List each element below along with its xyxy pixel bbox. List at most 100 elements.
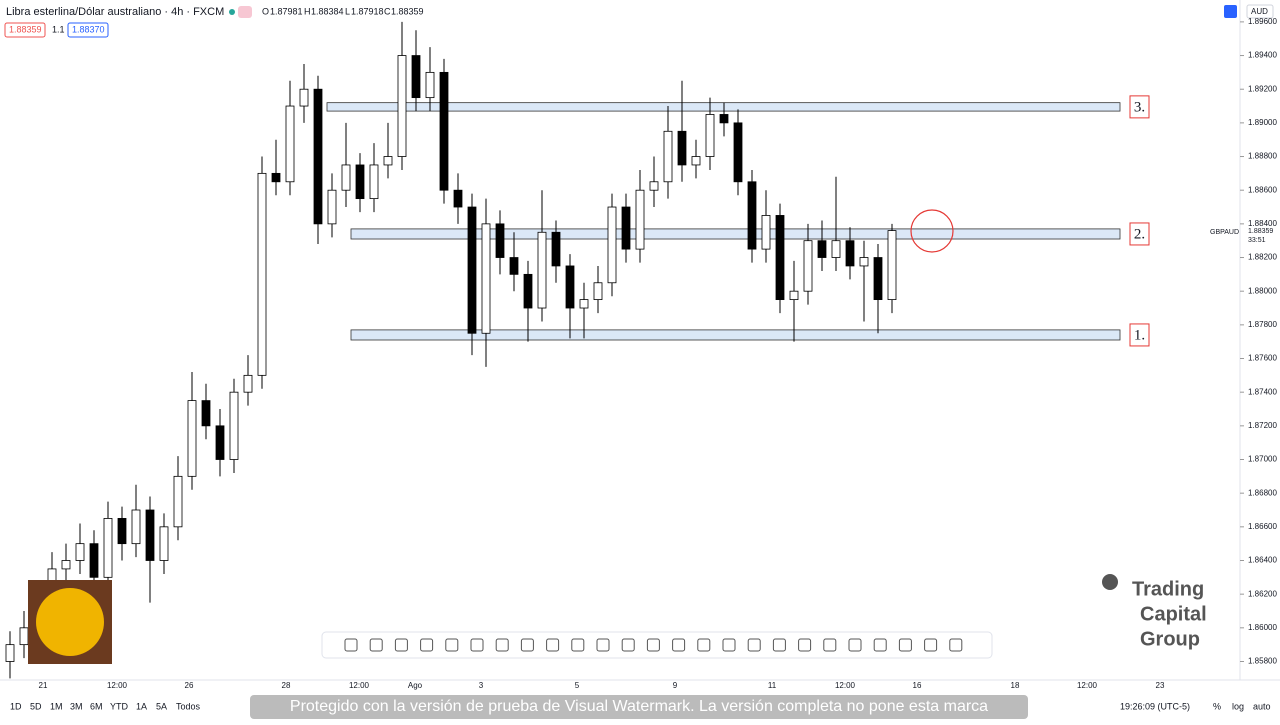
tool-icon[interactable]	[924, 638, 938, 652]
candle-body	[89, 543, 99, 578]
tool-icon[interactable]	[420, 638, 434, 652]
candle-body	[789, 290, 799, 301]
tool-icon[interactable]	[621, 638, 635, 652]
currency-box[interactable]	[1246, 4, 1274, 19]
tool-icon[interactable]	[470, 638, 484, 652]
candle-body	[243, 374, 253, 393]
low-label: L	[345, 6, 350, 16]
tool-icon[interactable]	[798, 638, 812, 652]
tool-icon[interactable]	[722, 638, 736, 652]
tool-icon[interactable]	[344, 638, 358, 652]
candle-body	[159, 526, 169, 561]
candle-body	[733, 122, 743, 183]
tool-icon[interactable]	[646, 638, 660, 652]
header: Libra esterlina/Dólar australiano · 4h ·…	[4, 6, 424, 38]
candle-body	[537, 231, 547, 309]
range-button[interactable]: 3M	[70, 701, 83, 711]
tool-icon[interactable]	[571, 638, 585, 652]
time-axis: 21 12:00 26 28 12:00 Ago 3 5 9 11 12:00 16 18 12:00 23	[39, 681, 1165, 690]
tool-icon[interactable]	[369, 638, 383, 652]
candle-body	[187, 400, 197, 477]
candle-body	[859, 257, 869, 267]
x-tick-label: 12:00	[107, 681, 128, 690]
tool-icon[interactable]	[495, 638, 509, 652]
tool-icon[interactable]	[697, 638, 711, 652]
range-button[interactable]: 1M	[50, 701, 63, 711]
x-tick-label: 12:00	[835, 681, 856, 690]
candle-body	[803, 240, 813, 292]
zone	[350, 329, 1121, 341]
tool-icon[interactable]	[520, 638, 534, 652]
candle-body	[145, 509, 155, 561]
footer: 1D 5D 1M 3M 6M YTD 1A 5A Todos 19:26:09 (UTC-5)% l…	[10, 701, 1271, 711]
toolbar	[321, 631, 993, 659]
candle-body	[649, 181, 659, 191]
range-button[interactable]: Todos	[176, 701, 201, 711]
add-button[interactable]	[1224, 5, 1237, 18]
zone	[350, 228, 1121, 240]
ticker: GBPAUD	[1210, 229, 1239, 236]
bid-box[interactable]	[4, 22, 46, 38]
clock: 19:26:09 (UTC-5)	[1120, 701, 1190, 711]
ask-box[interactable]	[67, 22, 109, 38]
ask: 1.88370	[72, 24, 105, 34]
candle-body	[621, 206, 631, 250]
candle-body	[495, 223, 505, 258]
candle-body	[369, 164, 379, 200]
candle-body	[327, 189, 337, 225]
highlight-circle	[910, 209, 954, 253]
tool-icon[interactable]	[394, 638, 408, 652]
candle-body	[481, 223, 491, 334]
tool-icon[interactable]	[596, 638, 610, 652]
tool-icon[interactable]	[546, 638, 560, 652]
auto-toggle[interactable]: auto	[1253, 701, 1271, 711]
symbol: Libra esterlina/Dólar australiano · 4h ·…	[6, 6, 224, 18]
candle-body	[117, 518, 127, 545]
candle-body	[299, 88, 309, 107]
candle-body	[75, 543, 85, 561]
y-tick-label: 1.88200	[1248, 253, 1277, 262]
tool-icon[interactable]	[873, 638, 887, 652]
candle-body	[383, 156, 393, 166]
range-button[interactable]: 6M	[90, 701, 103, 711]
candle-body	[579, 299, 589, 309]
x-tick-label: 16	[913, 681, 922, 690]
x-tick-label: 21	[39, 681, 48, 690]
y-tick-label: 1.88800	[1248, 152, 1277, 161]
candle-body	[229, 391, 239, 460]
range-button[interactable]: 5A	[156, 701, 167, 711]
log-toggle[interactable]: log	[1232, 701, 1244, 711]
range-button[interactable]: 1D	[10, 701, 22, 711]
x-tick-label: 3	[479, 681, 484, 690]
percent-toggle[interactable]: %	[1213, 701, 1221, 711]
plot: 3. 2. 1.	[5, 21, 1150, 679]
tool-icon[interactable]	[848, 638, 862, 652]
candle-body	[719, 114, 729, 124]
candle-body	[257, 172, 267, 376]
tool-icon[interactable]	[898, 638, 912, 652]
candle-body	[201, 400, 211, 427]
candle-body	[845, 240, 855, 267]
candle-body	[887, 230, 897, 301]
candle-body	[509, 257, 519, 275]
tool-icon[interactable]	[823, 638, 837, 652]
candle-body	[411, 55, 421, 99]
x-tick-label: 12:00	[349, 681, 370, 690]
tool-icon[interactable]	[772, 638, 786, 652]
tool-icon[interactable]	[672, 638, 686, 652]
range-button[interactable]: YTD	[110, 701, 129, 711]
high-label: H	[304, 6, 311, 16]
tool-icon[interactable]	[949, 638, 963, 652]
x-tick-label: 28	[282, 681, 291, 690]
range-button[interactable]: 1A	[136, 701, 147, 711]
candle-body	[817, 240, 827, 258]
y-tick-label: 1.86800	[1248, 488, 1277, 497]
candle-body	[285, 105, 295, 183]
tool-icon[interactable]	[445, 638, 459, 652]
range-button[interactable]: 5D	[30, 701, 42, 711]
y-tick-label: 1.89200	[1248, 84, 1277, 93]
tool-icon[interactable]	[747, 638, 761, 652]
